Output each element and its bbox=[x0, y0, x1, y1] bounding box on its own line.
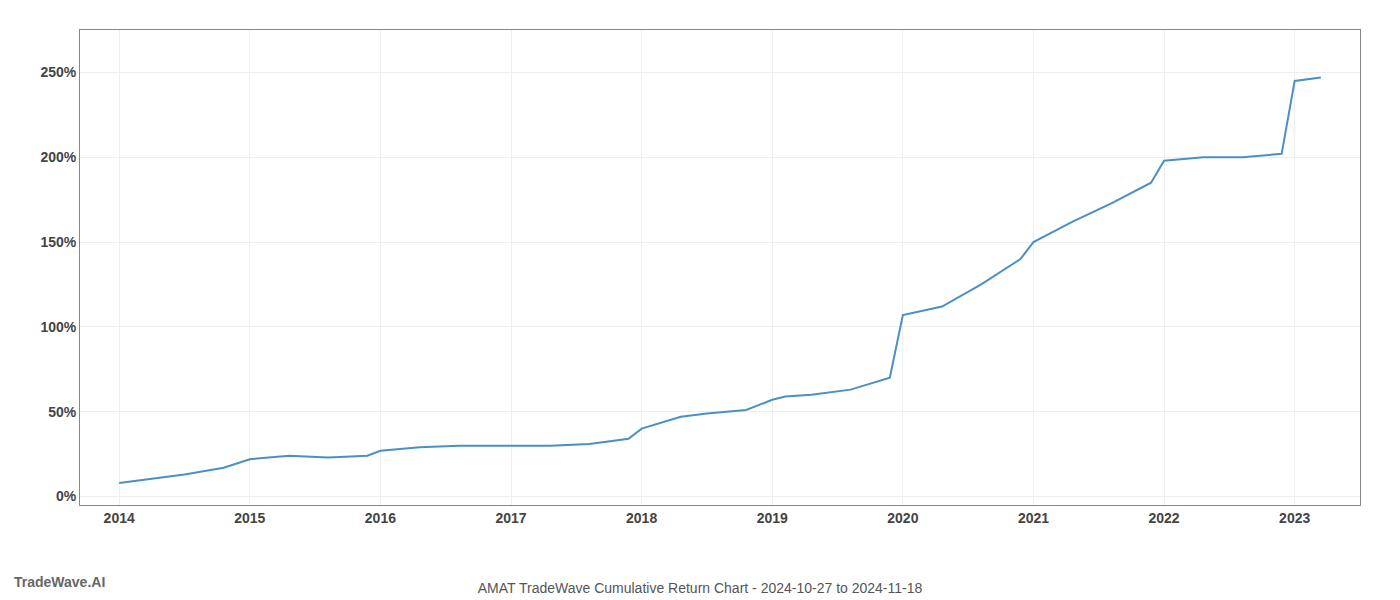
svg-text:2017: 2017 bbox=[495, 510, 526, 526]
svg-text:2023: 2023 bbox=[1279, 510, 1310, 526]
svg-text:2020: 2020 bbox=[887, 510, 918, 526]
svg-text:2016: 2016 bbox=[365, 510, 396, 526]
svg-text:2019: 2019 bbox=[757, 510, 788, 526]
svg-text:100%: 100% bbox=[40, 319, 76, 335]
svg-text:2022: 2022 bbox=[1149, 510, 1180, 526]
svg-text:2015: 2015 bbox=[234, 510, 265, 526]
svg-text:250%: 250% bbox=[40, 64, 76, 80]
svg-text:2018: 2018 bbox=[626, 510, 657, 526]
svg-text:50%: 50% bbox=[48, 404, 77, 420]
svg-text:200%: 200% bbox=[40, 149, 76, 165]
svg-text:150%: 150% bbox=[40, 234, 76, 250]
svg-text:AMAT TradeWave Cumulative Retu: AMAT TradeWave Cumulative Return Chart -… bbox=[478, 580, 923, 596]
svg-text:TradeWave.AI: TradeWave.AI bbox=[14, 574, 105, 590]
svg-text:0%: 0% bbox=[56, 488, 77, 504]
svg-text:2014: 2014 bbox=[104, 510, 135, 526]
svg-text:2021: 2021 bbox=[1018, 510, 1049, 526]
